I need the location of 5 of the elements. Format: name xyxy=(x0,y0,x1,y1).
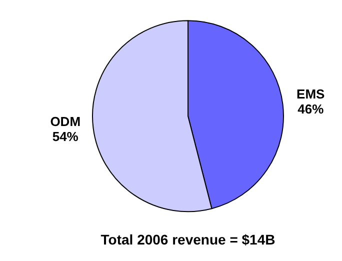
data-label: 54% xyxy=(52,128,79,144)
slice-label: EMS xyxy=(296,86,326,102)
text: Total 2006 revenue = $14B xyxy=(100,231,276,248)
slice-label: ODM xyxy=(50,114,81,129)
data-label: 46% xyxy=(298,101,324,116)
